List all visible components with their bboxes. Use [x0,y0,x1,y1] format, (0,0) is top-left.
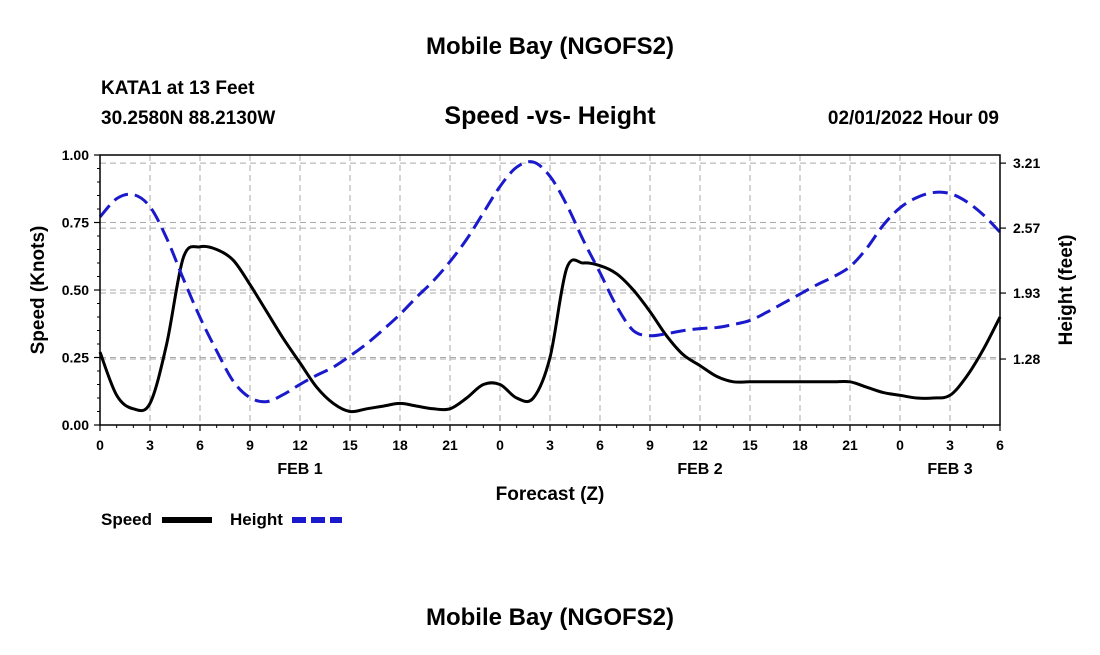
axes: 0 3 6 9 12 15 18 21 0 3 6 9 12 15 18 21 0 3 6 FEB 1 FEB 2 FEB… [62,147,1041,478]
main-title: Mobile Bay (NGOFS2) [426,33,674,60]
y2-tick-label: 1.93 [1013,285,1040,301]
x-tick-label: 9 [646,437,654,453]
legend: Speed Height [101,510,342,529]
x-tick-label: 0 [96,437,104,453]
y2-tick-label: 3.21 [1013,155,1040,171]
x-tick-label: 15 [342,437,358,453]
x-tick-label: 12 [692,437,708,453]
x-tick-label: 12 [292,437,308,453]
y-tick-label: 0.75 [62,215,89,231]
y-tick-label: 0.00 [62,417,89,433]
y-tick-label: 0.25 [62,350,89,366]
height-series-line [98,160,1002,404]
day-label: FEB 1 [277,461,322,478]
x-tick-label: 0 [896,437,904,453]
grid-lines [100,155,1000,425]
x-tick-label: 3 [146,437,154,453]
x-tick-label: 18 [392,437,408,453]
x-tick-label: 3 [946,437,954,453]
x-tick-label: 21 [842,437,858,453]
y-axis-title: Speed (Knots) [28,226,49,355]
repeat-title: Mobile Bay (NGOFS2) [426,604,674,631]
x-tick-label: 18 [792,437,808,453]
x-axis-title: Forecast (Z) [496,484,605,505]
station-coordinates: 30.2580N 88.2130W [101,108,275,129]
y-tick-label: 1.00 [62,147,89,163]
x-tick-label: 0 [496,437,504,453]
chart-title: Speed -vs- Height [444,102,656,130]
day-label: FEB 2 [677,461,722,478]
day-label: FEB 3 [927,461,972,478]
x-tick-label: 3 [546,437,554,453]
y2-axis-title: Height (feet) [1056,235,1077,346]
y2-tick-label: 2.57 [1013,220,1040,236]
x-tick-label: 21 [442,437,458,453]
x-tick-label: 15 [742,437,758,453]
x-tick-label: 6 [996,437,1004,453]
speed-series-line [98,244,1002,414]
y2-tick-label: 1.28 [1013,351,1040,367]
x-tick-label: 6 [596,437,604,453]
forecast-timestamp: 02/01/2022 Hour 09 [828,108,999,129]
x-tick-label: 9 [246,437,254,453]
station-label: KATA1 at 13 Feet [101,78,255,99]
y-tick-label: 0.50 [62,282,89,298]
plot-series [98,160,1002,414]
legend-height-label: Height [230,510,283,529]
legend-speed-label: Speed [101,510,152,529]
x-tick-label: 6 [196,437,204,453]
